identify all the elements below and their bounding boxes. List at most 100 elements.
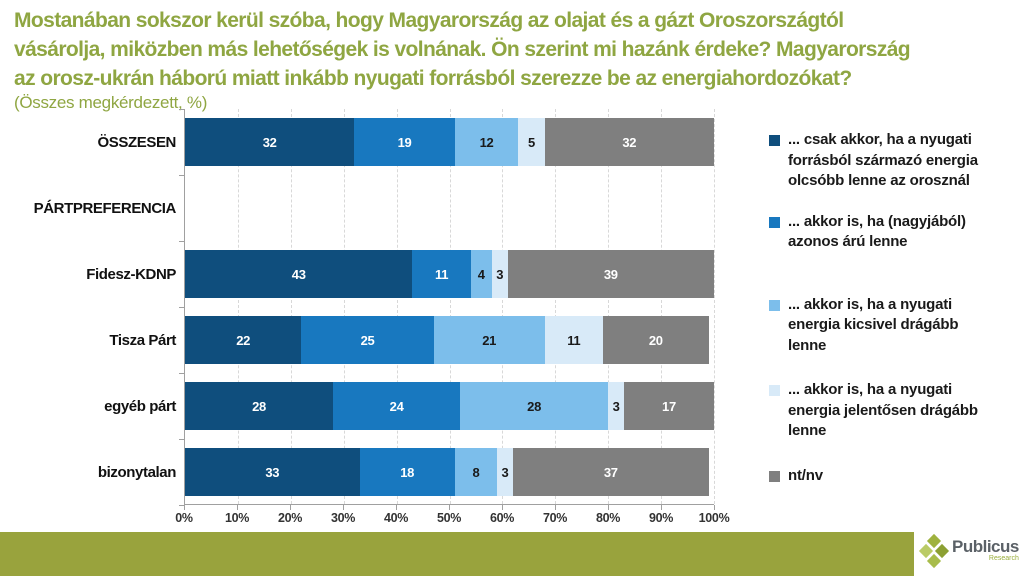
publicus-logo-text: Publicus Research <box>952 537 1019 563</box>
bar-value-label: 28 <box>252 398 266 414</box>
gridline <box>502 109 504 504</box>
bar-segment: 19 <box>354 118 455 166</box>
bar-segment: 32 <box>185 118 355 166</box>
category-label: PÁRTPREFERENCIA <box>33 199 177 217</box>
bar-segment: 24 <box>333 382 461 430</box>
bar-segment: 22 <box>185 316 302 364</box>
footer-bar <box>0 532 1024 576</box>
bar-value-label: 4 <box>477 266 485 282</box>
x-tick-label: 10% <box>224 511 250 525</box>
x-tick-label: 40% <box>383 511 409 525</box>
plot-area: 32 19 12 5 32 43 11 4 3 39 22 25 21 11 20 28 24 28 3 17 33 18… <box>179 109 715 506</box>
bar-value-label: 17 <box>662 398 676 414</box>
gridline <box>661 109 663 504</box>
bar-row: 33 18 8 3 37 <box>185 439 714 505</box>
bar-value-label: 3 <box>501 464 509 480</box>
x-tick-label: 0% <box>175 511 193 525</box>
bar-value-label: 43 <box>291 266 306 282</box>
brand-subname: Research <box>988 555 1019 562</box>
bar-segment: 3 <box>497 448 513 496</box>
bar-value-label: 22 <box>236 332 251 348</box>
bar-segment: 28 <box>185 382 334 430</box>
bar-segment: 3 <box>608 382 625 430</box>
y-tick-mark <box>179 109 184 110</box>
bar-segment: 32 <box>544 118 714 166</box>
legend-item: ... akkor is, ha (nagyjából) azonos árú l… <box>769 212 1019 253</box>
bar-value-label: 19 <box>397 134 412 150</box>
legend-item: ... csak akkor, ha a nyugati forrásból sz… <box>769 130 1019 192</box>
diamond-shape <box>934 543 950 558</box>
bar-segment: 25 <box>301 316 434 364</box>
y-tick-mark <box>179 307 184 308</box>
bar-segment: 33 <box>185 448 360 496</box>
stacked-bar: 28 24 28 3 17 <box>185 382 714 430</box>
y-tick-mark <box>179 175 184 176</box>
bar-segment: 39 <box>507 250 714 298</box>
category-label: bizonytalan <box>97 463 177 481</box>
brand-name: Publicus <box>952 537 1019 556</box>
chart-subtitle: (Összes megkérdezett, %) <box>14 93 208 112</box>
bar-value-label: 37 <box>603 464 618 480</box>
bar-segment: 12 <box>454 118 519 166</box>
bar-segment: 28 <box>460 382 609 430</box>
x-tick-label: 60% <box>489 511 515 525</box>
legend-label: nt/nv <box>788 466 823 484</box>
gridline <box>714 109 715 504</box>
stacked-bar: 43 11 4 3 39 <box>185 250 714 298</box>
x-tick-mark <box>290 505 291 510</box>
bar-value-label: 21 <box>482 332 497 348</box>
bar-value-label: 3 <box>496 266 504 282</box>
publicus-logo: Publicus Research <box>914 526 1024 576</box>
x-tick-mark <box>555 505 556 510</box>
bar-rows: 32 19 12 5 32 43 11 4 3 39 22 25 21 11 20 28 24 28 3 17 33 18… <box>185 109 714 504</box>
bar-value-label: 11 <box>567 332 581 348</box>
bar-value-label: 20 <box>648 332 663 348</box>
x-tick-label: 90% <box>648 511 674 525</box>
gridline <box>396 109 398 504</box>
x-tick-mark <box>608 505 609 510</box>
bar-value-label: 24 <box>389 398 404 414</box>
x-tick-label: 20% <box>277 511 303 525</box>
y-tick-mark <box>179 373 184 374</box>
x-tick-label: 70% <box>542 511 568 525</box>
publicus-diamonds-icon <box>918 533 950 568</box>
legend-swatch <box>769 385 780 396</box>
legend-item: nt/nv <box>769 466 1019 487</box>
legend-item: ... akkor is, ha a nyugati energia jelent… <box>769 380 1019 442</box>
legend-swatch <box>769 216 780 228</box>
bar-value-label: 5 <box>527 134 535 150</box>
bar-segment: 43 <box>185 250 413 298</box>
bar-value-label: 8 <box>472 464 480 480</box>
x-tick-label: 80% <box>595 511 621 525</box>
stacked-bar: 32 19 12 5 32 <box>185 118 714 166</box>
bar-segment: 3 <box>491 250 508 298</box>
x-tick-label: 30% <box>330 511 356 525</box>
bar-row: 43 11 4 3 39 <box>185 241 714 307</box>
bar-value-label: 3 <box>612 398 620 414</box>
category-label: ÖSSZESEN <box>97 133 177 151</box>
bar-row <box>185 175 714 241</box>
legend-item: ... akkor is, ha a nyugati energia kicsiv… <box>769 295 1019 357</box>
x-axis: 0% 10% 20% 30% 40% 50% 60% 70% 80% 90% 100% <box>175 505 730 531</box>
question-title-line: Mostanában sokszor kerül szóba, hogy Mag… <box>14 9 844 32</box>
bar-value-label: 32 <box>262 134 277 150</box>
bar-value-label: 28 <box>527 398 542 414</box>
bar-value-label: 18 <box>400 464 415 480</box>
legend-label: ... akkor is, ha a nyugati energia kicsiv… <box>788 295 959 354</box>
gridline <box>608 109 610 504</box>
gridline <box>555 109 557 504</box>
bar-segment: 11 <box>544 316 603 364</box>
x-tick-mark <box>396 505 397 510</box>
bar-row: 32 19 12 5 32 <box>185 109 714 175</box>
gridline <box>343 109 345 504</box>
y-tick-mark <box>179 241 184 242</box>
x-tick-mark <box>714 505 715 510</box>
x-tick-mark <box>237 505 238 510</box>
category-label: Fidesz-KDNP <box>86 265 176 283</box>
y-tick-mark <box>179 439 184 440</box>
bar-segment: 8 <box>454 448 498 496</box>
legend-swatch <box>769 135 780 146</box>
x-tick-label: 50% <box>436 511 462 525</box>
legend-label: ... akkor is, ha a nyugati energia jelent… <box>788 381 978 439</box>
